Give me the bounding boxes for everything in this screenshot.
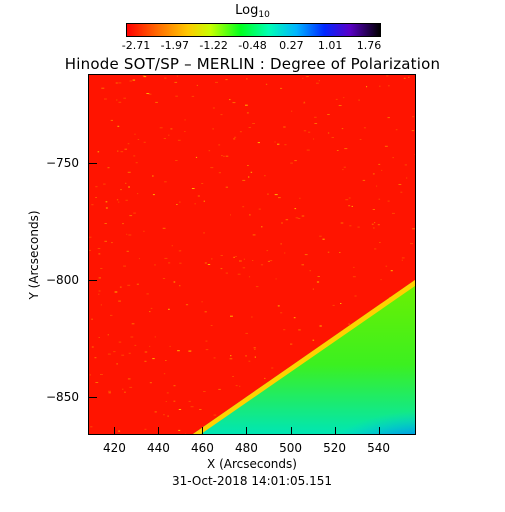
x-tick-label: 420 bbox=[102, 441, 126, 455]
y-tick-label: −750 bbox=[46, 156, 79, 171]
x-tick-mark bbox=[114, 427, 116, 434]
colorbar-tick-label: 0.27 bbox=[279, 39, 304, 52]
x-tick-label: 540 bbox=[367, 441, 391, 455]
y-tick-label: −850 bbox=[46, 390, 79, 405]
x-tick-mark bbox=[378, 427, 380, 434]
plot-area bbox=[88, 74, 416, 435]
y-tick-mark bbox=[89, 280, 97, 282]
colorbar bbox=[126, 23, 381, 37]
x-tick-mark bbox=[158, 427, 160, 434]
colorbar-tick-label: -1.97 bbox=[160, 39, 190, 52]
x-tick-label: 480 bbox=[235, 441, 258, 455]
timestamp: 31-Oct-2018 14:01:05.151 bbox=[172, 474, 332, 488]
x-tick-label: 460 bbox=[191, 441, 214, 455]
y-axis-label: Y (Arcseconds) bbox=[27, 210, 41, 300]
x-tick-label: 440 bbox=[146, 441, 170, 455]
heatmap-image bbox=[89, 75, 415, 434]
x-tick-mark bbox=[290, 427, 292, 434]
colorbar-tick-label: -1.22 bbox=[199, 39, 228, 52]
colorbar-tick-label: 1.76 bbox=[356, 39, 382, 52]
blue-region bbox=[229, 340, 415, 434]
y-tick-mark bbox=[89, 397, 97, 399]
colorbar-tick-label: -0.48 bbox=[238, 39, 267, 52]
x-tick-mark bbox=[334, 427, 336, 434]
y-tick-label: −800 bbox=[46, 273, 79, 288]
chart-title: Hinode SOT/SP – MERLIN : Degree of Polar… bbox=[64, 55, 441, 73]
colorbar-tick-label: 1.01 bbox=[317, 39, 343, 52]
colorbar-tick-label: -2.71 bbox=[121, 39, 151, 52]
x-tick-label: 520 bbox=[323, 441, 346, 455]
x-tick-label: 500 bbox=[279, 441, 302, 455]
x-tick-mark bbox=[246, 427, 248, 434]
colorbar-title: Log10 bbox=[235, 3, 270, 20]
y-tick-mark bbox=[89, 163, 97, 165]
x-axis-label: X (Arcseconds) bbox=[207, 457, 297, 471]
x-tick-mark bbox=[202, 427, 204, 434]
